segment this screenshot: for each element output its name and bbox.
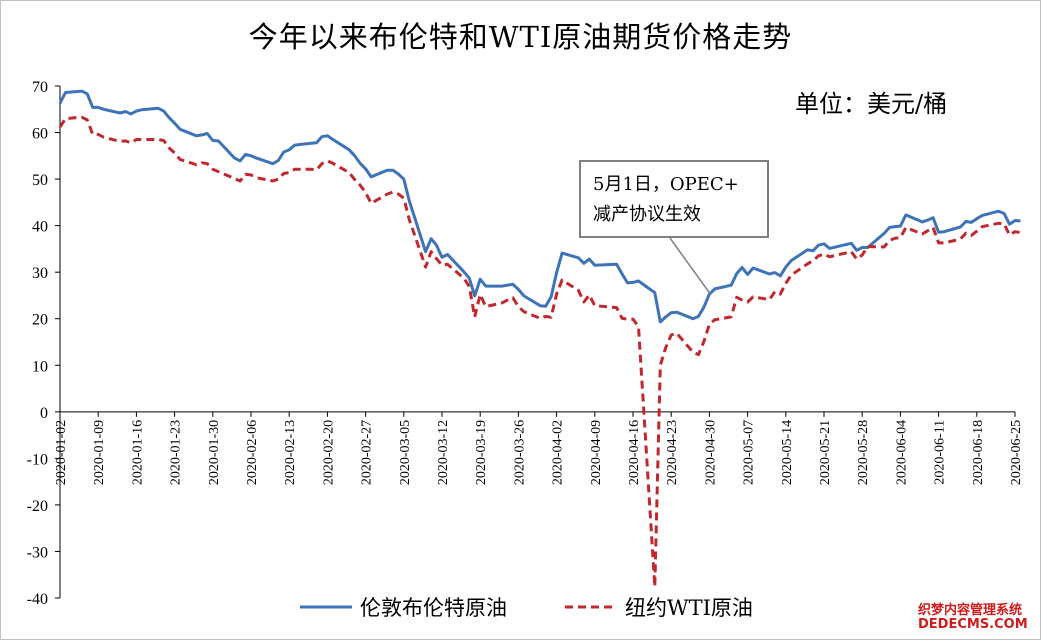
x-tick-label: 2020-05-07	[742, 420, 757, 485]
series-line-brent	[58, 89, 1021, 324]
x-tick-label: 2020-06-11	[933, 420, 948, 485]
y-tick-label: 20	[32, 312, 48, 329]
x-tick-label: 2020-03-05	[398, 420, 413, 485]
legend-item-wti: 纽约WTI原油	[565, 592, 753, 622]
legend-swatch-brent	[300, 605, 352, 609]
y-tick-label: 50	[32, 172, 48, 189]
x-tick-label: 2020-03-26	[512, 420, 527, 485]
y-tick-label: 40	[32, 219, 48, 236]
x-tick-label: 2020-02-20	[321, 420, 336, 485]
x-tick-label: 2020-06-04	[894, 420, 909, 485]
x-tick-label: 2020-04-16	[627, 420, 642, 485]
chart-legend: 伦敦布伦特原油 纽约WTI原油	[300, 592, 811, 622]
annotation-leader-line	[669, 237, 712, 296]
x-tick-label: 2020-04-23	[665, 420, 680, 485]
y-tick-label: -40	[27, 591, 48, 608]
y-tick-label: 10	[32, 358, 48, 375]
watermark-logo: 织梦内容管理系统 DEDECMS.COM	[918, 604, 1028, 632]
x-tick-label: 2020-03-19	[474, 420, 489, 485]
legend-label-wti: 纽约WTI原油	[625, 596, 753, 620]
y-tick-label: 60	[32, 126, 48, 143]
x-tick-label: 2020-02-13	[283, 420, 298, 485]
x-tick-label: 2020-01-30	[207, 420, 222, 485]
watermark-line-2: DEDECMS.COM	[918, 617, 1028, 632]
legend-label-brent: 伦敦布伦特原油	[360, 596, 507, 620]
annotation-line-2: 减产协议生效	[593, 204, 701, 225]
x-tick-label: 2020-05-21	[818, 420, 833, 485]
annotation-line-1: 5月1日，OPEC+	[593, 174, 739, 195]
x-tick-label: 2020-05-14	[780, 420, 795, 485]
annotation-callout: 5月1日，OPEC+ 减产协议生效	[579, 160, 769, 238]
legend-swatch-wti	[565, 605, 617, 609]
x-tick-label: 2020-05-28	[856, 420, 871, 485]
series-line-wti	[58, 115, 1021, 589]
x-tick-label: 2020-06-25	[1009, 420, 1024, 485]
legend-item-brent: 伦敦布伦特原油	[300, 592, 507, 622]
x-tick-label: 2020-03-12	[436, 420, 451, 485]
x-tick-label: 2020-01-23	[169, 420, 184, 485]
x-tick-label: 2020-04-02	[551, 420, 566, 485]
x-tick-label: 2020-01-16	[130, 420, 145, 485]
y-tick-label: -30	[27, 544, 48, 561]
x-tick-label: 2020-02-27	[360, 420, 375, 485]
x-tick-label: 2020-04-30	[703, 420, 718, 485]
watermark-line-1: 织梦内容管理系统	[918, 603, 1023, 618]
y-tick-label: 70	[32, 79, 48, 96]
x-tick-label: 2020-01-02	[54, 420, 69, 485]
y-tick-label: 0	[40, 405, 48, 422]
y-tick-label: 30	[32, 265, 48, 282]
y-tick-label: -20	[27, 498, 48, 515]
y-tick-label: -10	[27, 451, 48, 468]
x-tick-label: 2020-01-09	[92, 420, 107, 485]
chart-title: 今年以来布伦特和WTI原油期货价格走势	[248, 20, 793, 54]
x-tick-label: 2020-02-06	[245, 420, 260, 485]
unit-label: 单位：美元/桶	[795, 90, 948, 118]
x-tick-label: 2020-04-09	[589, 420, 604, 485]
x-tick-label: 2020-06-18	[971, 420, 986, 485]
